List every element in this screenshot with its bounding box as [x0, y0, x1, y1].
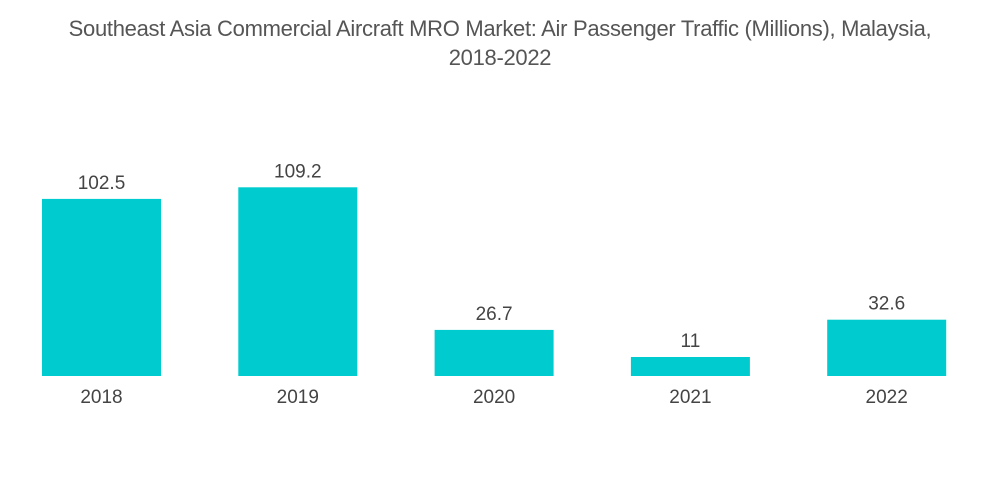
- value-label-2020: 26.7: [476, 304, 513, 325]
- bar-2021: [630, 357, 750, 376]
- bar-2018: [42, 198, 161, 376]
- value-label-2018: 102.5: [78, 173, 126, 194]
- value-label-2019: 109.2: [274, 161, 322, 182]
- x-tick-label-2018: 2018: [80, 387, 122, 408]
- x-tick-label-2020: 2020: [473, 387, 515, 408]
- x-tick-label-2019: 2019: [277, 387, 319, 408]
- x-tick-label-2021: 2021: [669, 387, 711, 408]
- chart-title: Southeast Asia Commercial Aircraft MRO M…: [0, 14, 1000, 72]
- value-label-2021: 11: [681, 331, 701, 352]
- value-label-2022: 32.6: [868, 294, 905, 315]
- bar-2020: [434, 329, 554, 376]
- chart-title-line-1: Southeast Asia Commercial Aircraft MRO M…: [68, 16, 932, 41]
- bar-2022: [827, 319, 947, 376]
- bar-2019: [238, 187, 358, 376]
- chart-title-line-2: 2018-2022: [448, 45, 552, 70]
- x-tick-label-2022: 2022: [866, 387, 908, 408]
